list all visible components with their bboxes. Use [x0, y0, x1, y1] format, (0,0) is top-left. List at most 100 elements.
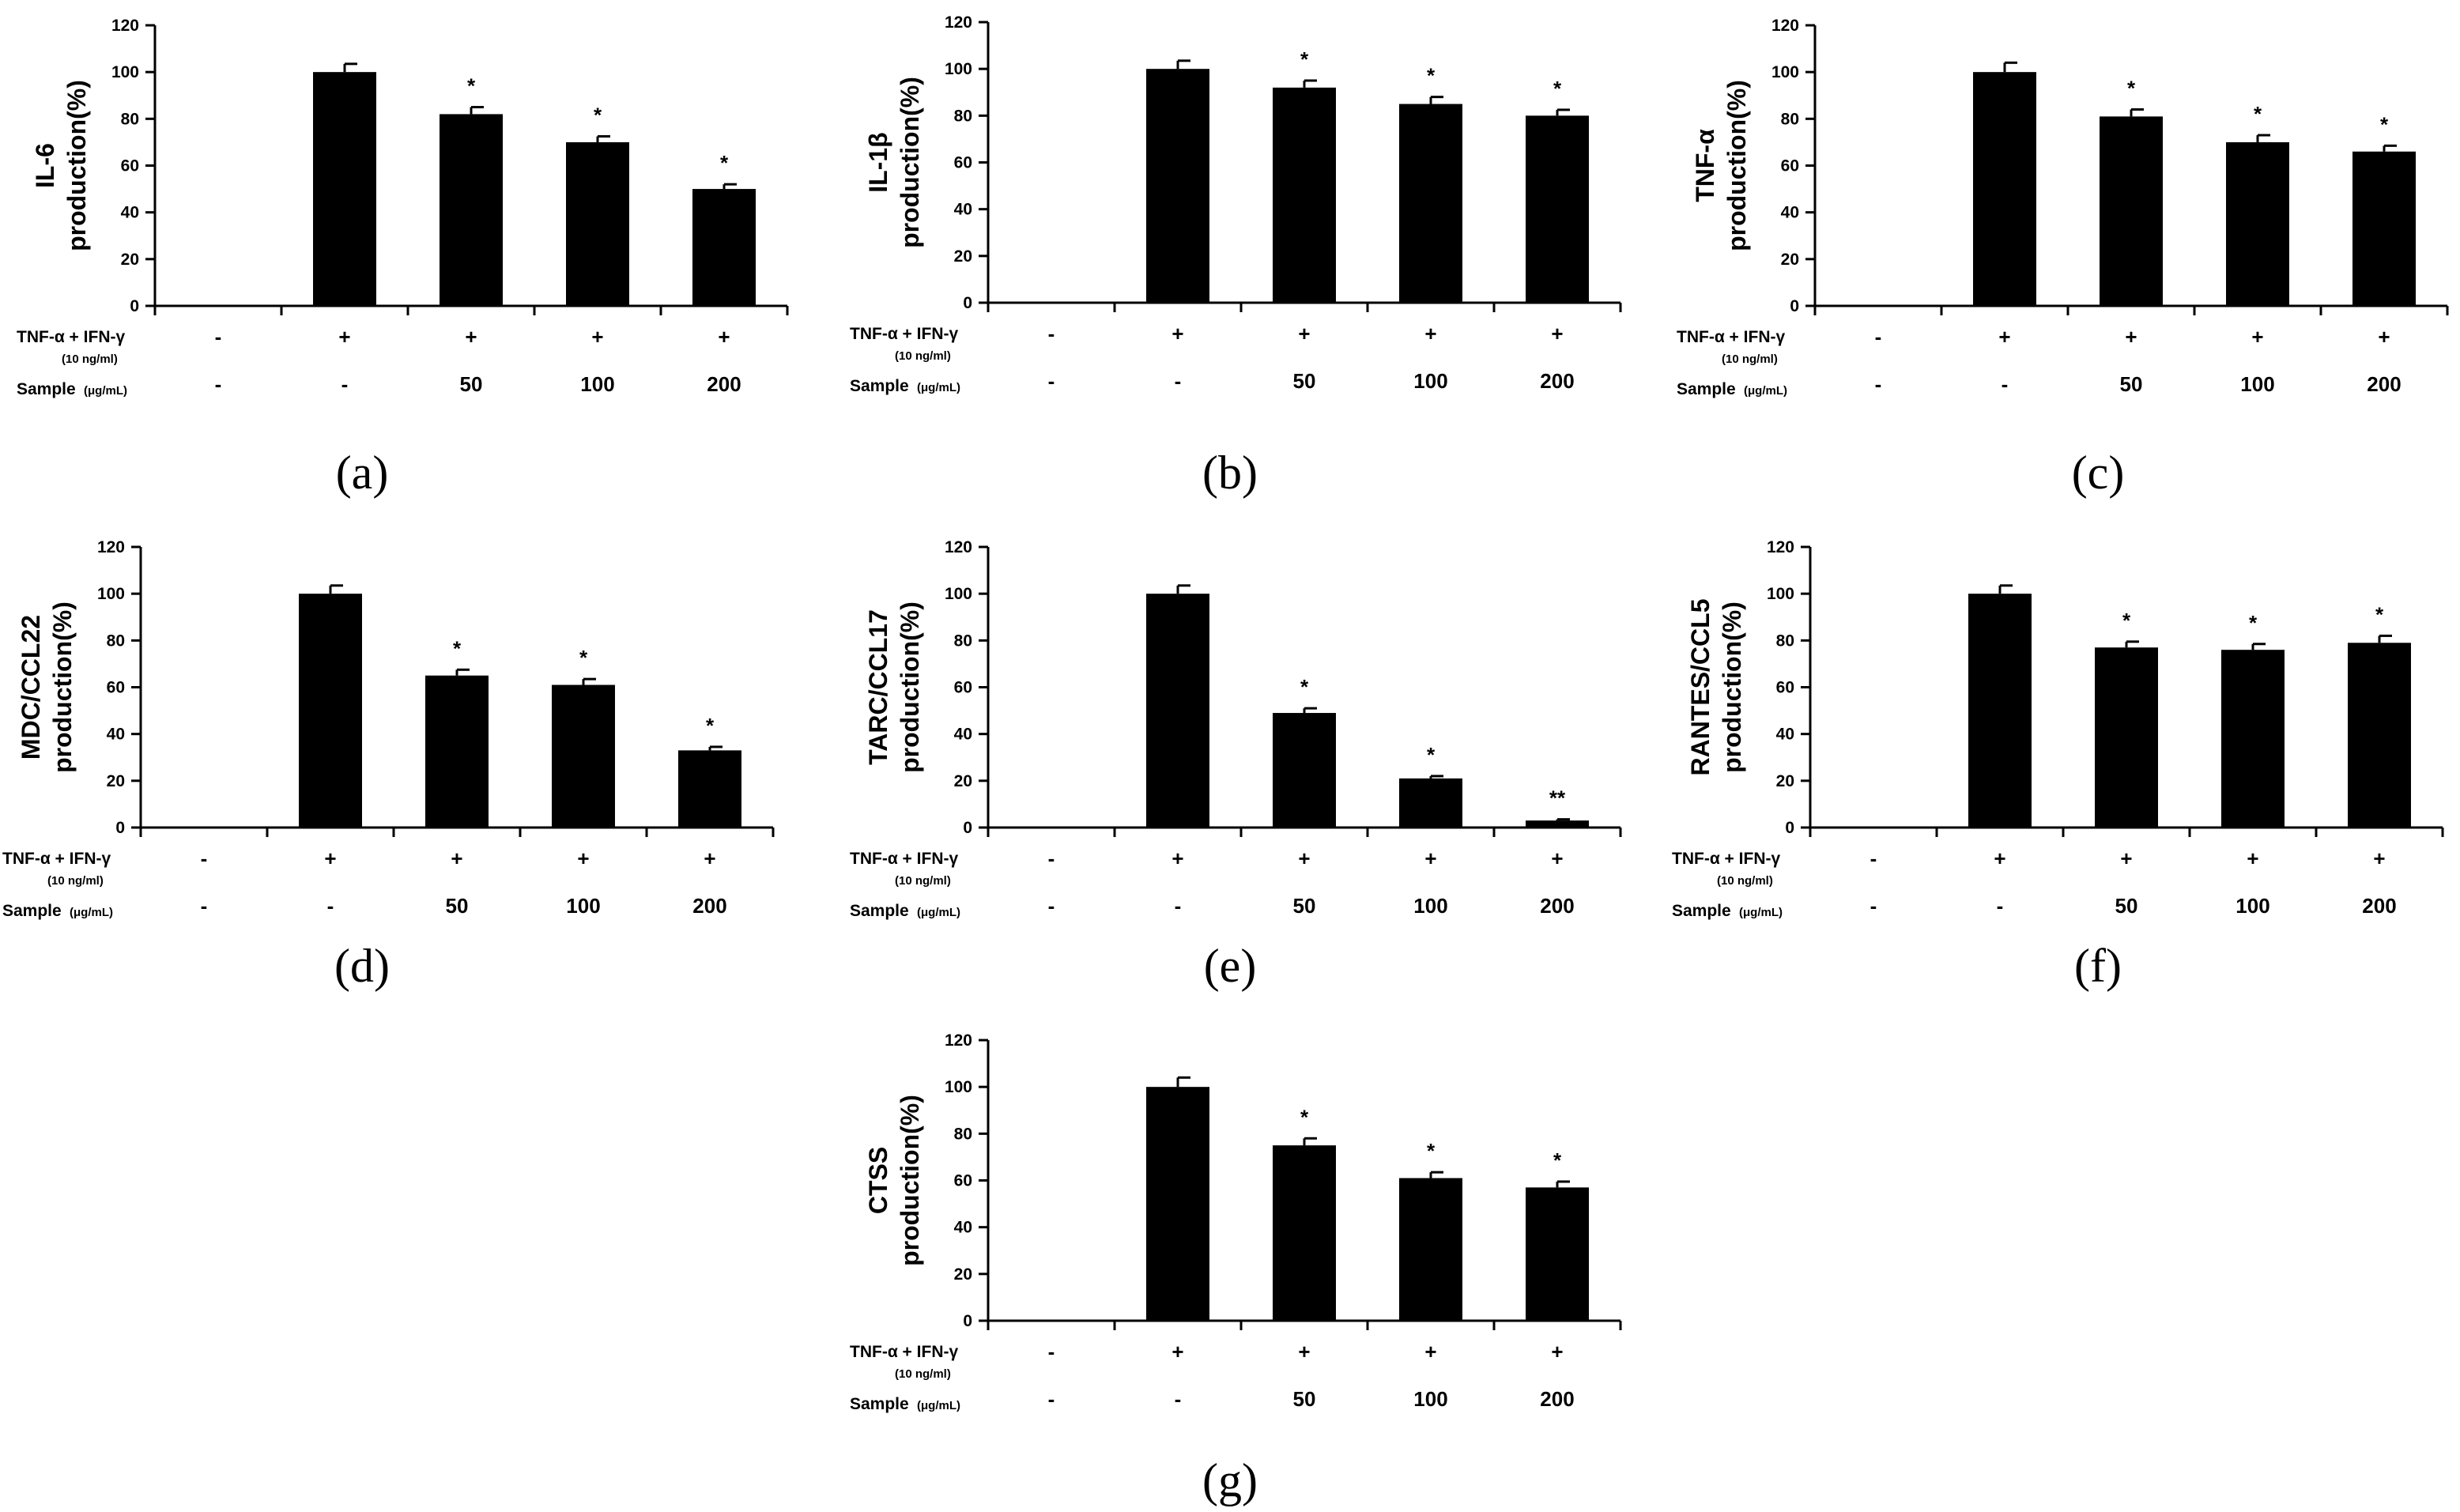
treatment-cell: + [1298, 846, 1310, 870]
sample-row-label: Sample [850, 902, 909, 920]
bar [1399, 104, 1462, 303]
y-tick-label: 0 [963, 1312, 972, 1330]
treatment-cell: + [338, 325, 350, 349]
sample-cell: - [327, 894, 334, 918]
sample-cell: 50 [446, 894, 469, 918]
y-tick-label: 40 [954, 1219, 972, 1237]
panel-label: (f) [2074, 940, 2122, 992]
bar [2226, 142, 2289, 306]
sample-cell: 100 [1413, 1387, 1447, 1411]
sample-cell: 200 [2367, 372, 2401, 396]
sample-cell: - [1048, 894, 1055, 918]
significance-mark: * [720, 151, 729, 175]
treatment-cell: - [1870, 846, 1877, 870]
sample-row-label: Sample [850, 1395, 909, 1413]
y-tick-label: 100 [1771, 63, 1799, 81]
y-axis-title-line2: production(%) [896, 77, 924, 248]
sample-cell: 100 [2240, 372, 2274, 396]
treatment-cell: + [591, 325, 603, 349]
bar [552, 685, 615, 828]
chart-panel-e: 0 20 40 60 80 100 120 - - + - * +50 * +100 ** +200 TNF-α … [850, 538, 1621, 992]
y-tick-label: 60 [954, 1172, 972, 1190]
treatment-row-label: TNF-α + IFN-γ [1677, 328, 1785, 346]
treatment-row-label: TNF-α + IFN-γ [1672, 850, 1780, 868]
y-axis-title-line1: MDC/CCL22 [17, 615, 45, 760]
significance-mark: * [1553, 77, 1562, 100]
chart-panel-g: 0 20 40 60 80 100 120 - - + - * +50 * +100 * +200 TNF-α +… [850, 1031, 1621, 1506]
y-tick-label: 120 [1771, 17, 1799, 35]
treatment-row-sublabel: (10 ng/ml) [895, 874, 951, 888]
chart-panel-b: 0 20 40 60 80 100 120 - - + - * +50 * +100 * +200 TNF-α +… [850, 13, 1621, 499]
y-tick-label: 120 [97, 538, 125, 556]
y-tick-label: 60 [1781, 157, 1799, 175]
bar [1273, 1145, 1336, 1321]
panel-label: (g) [1202, 1454, 1258, 1506]
y-tick-label: 0 [130, 297, 139, 315]
y-tick-label: 20 [954, 247, 972, 266]
bar [2352, 152, 2416, 306]
y-tick-label: 60 [121, 157, 139, 175]
bar [1146, 594, 1209, 828]
sample-row-unit: (μg/mL) [1744, 384, 1787, 398]
significance-mark: * [1300, 1105, 1309, 1129]
y-tick-label: 80 [954, 1125, 972, 1143]
sample-row-unit: (μg/mL) [917, 906, 960, 919]
treatment-cell: + [2378, 325, 2390, 349]
significance-mark: * [2127, 77, 2136, 100]
bar [566, 142, 629, 306]
y-axis-title-line1: RANTES/CCL5 [1686, 598, 1715, 775]
significance-mark: * [2254, 102, 2262, 126]
significance-mark: * [1300, 675, 1309, 699]
y-tick-label: 20 [121, 251, 139, 269]
sample-cell: 200 [1540, 894, 1574, 918]
treatment-cell: + [2373, 846, 2385, 870]
sample-cell: 50 [1293, 894, 1316, 918]
treatment-row-label: TNF-α + IFN-γ [850, 1343, 958, 1361]
significance-mark: * [2249, 611, 2258, 635]
significance-mark: * [1553, 1148, 1562, 1172]
y-tick-label: 40 [954, 726, 972, 744]
y-tick-label: 120 [111, 17, 139, 35]
treatment-row-label: TNF-α + IFN-γ [850, 325, 958, 343]
treatment-cell: + [2125, 325, 2137, 349]
bar [2221, 650, 2285, 828]
sample-row-unit: (μg/mL) [84, 384, 127, 398]
y-axis-title-line2: production(%) [896, 1095, 924, 1266]
y-tick-label: 60 [107, 679, 125, 697]
treatment-row-label: TNF-α + IFN-γ [850, 850, 958, 868]
sample-cell: 50 [460, 372, 483, 396]
panel-label: (d) [334, 940, 390, 992]
y-axis-title-line2: production(%) [62, 80, 91, 251]
sample-row-label: Sample [2, 902, 62, 920]
sample-cell: 100 [2236, 894, 2269, 918]
y-axis-title-line1: TARC/CCL17 [864, 609, 892, 765]
sample-row-unit: (μg/mL) [917, 1399, 960, 1412]
bar [313, 72, 376, 306]
bar [1146, 69, 1209, 303]
treatment-cell: - [1048, 322, 1055, 345]
sample-cell: 50 [2120, 372, 2143, 396]
bar [1146, 1087, 1209, 1321]
y-tick-label: 100 [945, 1078, 972, 1096]
y-tick-label: 100 [945, 585, 972, 603]
significance-mark: * [706, 714, 715, 737]
panel-label: (e) [1204, 940, 1257, 992]
y-tick-label: 60 [1776, 679, 1794, 697]
sample-cell: - [1175, 1387, 1182, 1411]
y-axis-title-line2: production(%) [1722, 80, 1751, 251]
treatment-cell: + [1551, 1340, 1563, 1363]
bar [1526, 820, 1589, 828]
y-tick-label: 20 [1776, 772, 1794, 790]
sample-cell: 200 [692, 894, 726, 918]
bar [299, 594, 362, 828]
chart-panel-d: 0 20 40 60 80 100 120 - - + - * +50 * +100 * +200 TNF-α +… [2, 538, 773, 992]
sample-cell: 50 [1293, 1387, 1316, 1411]
y-tick-label: 80 [1776, 632, 1794, 650]
sample-cell: - [1048, 1387, 1055, 1411]
treatment-cell: + [2120, 846, 2132, 870]
bar [1968, 594, 2032, 828]
sample-row-label: Sample [850, 377, 909, 395]
y-tick-label: 80 [107, 632, 125, 650]
significance-mark: * [1300, 47, 1309, 71]
y-tick-label: 20 [954, 1265, 972, 1284]
